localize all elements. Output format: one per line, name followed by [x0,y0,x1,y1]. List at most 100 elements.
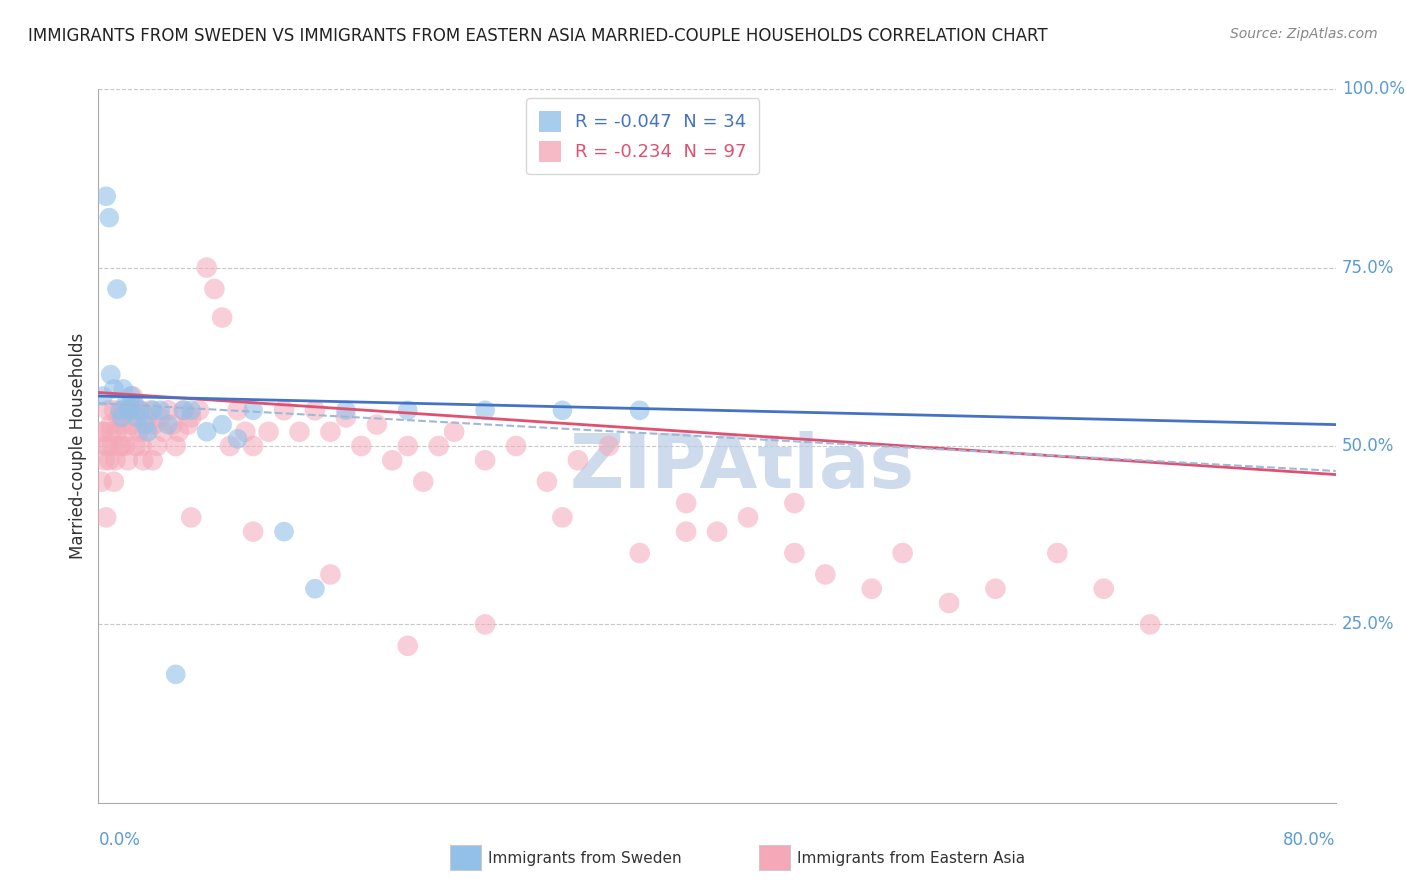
Point [567,453,589,467]
Text: 75.0%: 75.0% [1341,259,1395,277]
Point [242,439,264,453]
Point [103,475,125,489]
Point [304,582,326,596]
Text: 50.0%: 50.0% [1341,437,1395,455]
Point [134,425,156,439]
Point [242,524,264,539]
Point [100,368,122,382]
Point [381,453,404,467]
Point [273,403,295,417]
Point [551,403,574,417]
Point [551,510,574,524]
Point [319,567,342,582]
Point [335,403,357,417]
Text: Source: ZipAtlas.com: Source: ZipAtlas.com [1230,27,1378,41]
Point [91,389,114,403]
Text: Immigrants from Sweden: Immigrants from Sweden [488,851,682,865]
Point [180,510,202,524]
Point [891,546,914,560]
Point [101,439,124,453]
Point [128,425,150,439]
Text: IMMIGRANTS FROM SWEDEN VS IMMIGRANTS FROM EASTERN ASIA MARRIED-COUPLE HOUSEHOLDS: IMMIGRANTS FROM SWEDEN VS IMMIGRANTS FRO… [28,27,1047,45]
Point [396,403,419,417]
Point [114,439,136,453]
Point [165,439,187,453]
Point [141,403,165,417]
Text: Immigrants from Eastern Asia: Immigrants from Eastern Asia [797,851,1025,865]
Point [131,439,153,453]
Point [226,403,249,417]
Point [157,403,180,417]
Y-axis label: Married-couple Households: Married-couple Households [69,333,87,559]
Point [350,439,373,453]
Text: 25.0%: 25.0% [1341,615,1395,633]
Point [122,396,145,410]
Point [105,425,128,439]
Text: ZIPAtlas: ZIPAtlas [569,431,914,504]
Point [396,639,419,653]
Point [304,403,326,417]
Point [93,453,115,467]
Point [226,432,249,446]
Point [675,496,697,510]
Point [172,403,194,417]
Point [1139,617,1161,632]
Point [97,439,120,453]
Point [122,403,145,417]
Point [177,417,200,432]
Legend: R = -0.047  N = 34, R = -0.234  N = 97: R = -0.047 N = 34, R = -0.234 N = 97 [526,98,759,174]
Point [105,282,128,296]
Point [628,546,651,560]
Point [136,410,159,425]
Point [188,403,211,417]
Point [103,403,125,417]
Point [257,425,280,439]
Point [120,417,142,432]
Point [149,403,172,417]
Point [204,282,226,296]
Point [427,439,450,453]
Point [195,260,218,275]
Point [737,510,759,524]
Text: 80.0%: 80.0% [1284,831,1336,849]
Text: 100.0%: 100.0% [1341,80,1405,98]
Point [783,546,806,560]
Point [98,211,121,225]
Point [536,475,558,489]
Point [172,403,194,417]
Point [273,524,295,539]
Point [628,403,651,417]
Point [103,382,125,396]
Point [91,425,114,439]
Point [104,453,127,467]
Point [1092,582,1115,596]
Point [505,439,527,453]
Point [675,524,697,539]
Point [98,453,121,467]
Point [118,403,141,417]
Point [814,567,837,582]
Point [127,410,149,425]
Point [139,403,162,417]
Point [91,425,114,439]
Point [134,417,156,432]
Point [90,475,112,489]
Point [242,403,264,417]
Point [121,389,143,403]
Point [474,617,496,632]
Point [860,582,883,596]
Point [118,403,141,417]
Point [938,596,960,610]
Point [111,417,132,432]
Point [211,310,233,325]
Point [100,417,122,432]
Point [115,396,138,410]
Point [118,403,141,417]
Point [143,417,166,432]
Point [152,425,174,439]
Point [127,410,149,425]
Point [366,417,388,432]
Point [180,410,202,425]
Point [162,417,184,432]
Point [319,425,342,439]
